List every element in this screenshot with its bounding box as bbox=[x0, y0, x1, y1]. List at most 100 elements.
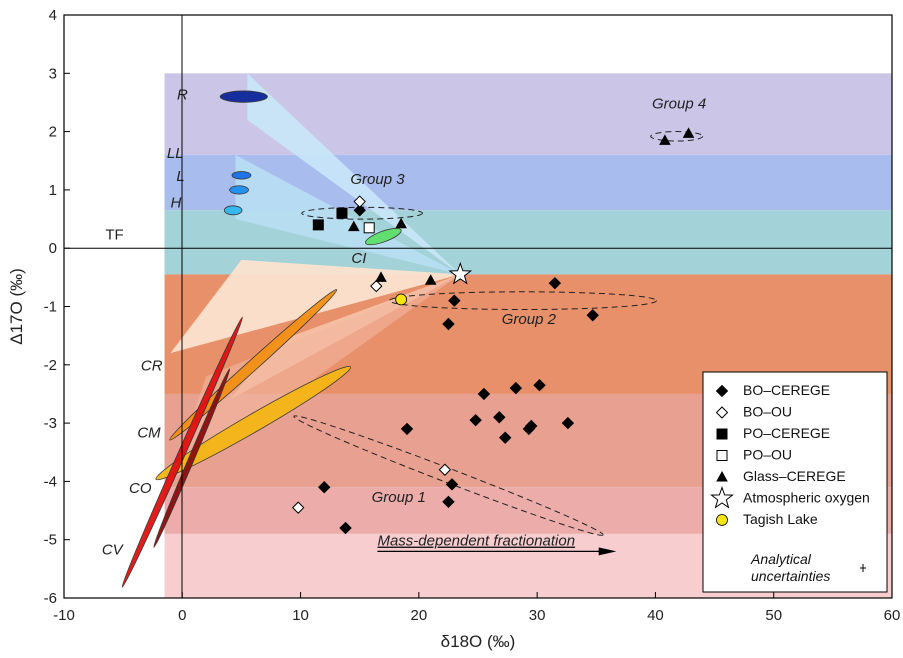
legend-marker-6 bbox=[716, 514, 728, 526]
mdf-label: Mass-dependent fractionation bbox=[377, 533, 575, 550]
point-0-7 bbox=[533, 378, 546, 392]
region-label-ci: CI bbox=[351, 250, 366, 267]
region-cr bbox=[169, 289, 338, 441]
point-4-4 bbox=[659, 134, 671, 145]
point-1-2 bbox=[438, 463, 452, 476]
x-tick-label-3: 20 bbox=[411, 607, 428, 624]
point-6-0 bbox=[395, 293, 408, 306]
point-0-6 bbox=[509, 381, 523, 395]
group-ellipse-2 bbox=[388, 291, 658, 311]
group-ellipses bbox=[293, 131, 704, 536]
point-4-0 bbox=[348, 220, 360, 232]
point-4-5 bbox=[682, 127, 695, 138]
region-label-cv: CV bbox=[102, 541, 125, 558]
legend-label-3: PO–OU bbox=[743, 447, 792, 463]
y-tick-label-2: -4 bbox=[44, 473, 57, 490]
point-0-4 bbox=[586, 309, 599, 322]
legend-marker-5 bbox=[710, 485, 734, 509]
tf-label: TF bbox=[105, 226, 123, 243]
x-tick-label-1: 0 bbox=[178, 607, 186, 624]
point-0-11 bbox=[498, 431, 512, 444]
region-h bbox=[223, 205, 243, 216]
x-tick-label-6: 50 bbox=[765, 607, 782, 624]
region-ci bbox=[365, 227, 402, 246]
plot-area bbox=[64, 73, 892, 598]
point-0-17 bbox=[442, 495, 455, 509]
legend-marker-1 bbox=[715, 406, 729, 419]
legend-label-1: BO–OU bbox=[743, 404, 792, 420]
region-l bbox=[229, 185, 249, 195]
region-label-h: H bbox=[170, 194, 181, 211]
region-r bbox=[219, 90, 268, 103]
legend-label-6: Tagish Lake bbox=[743, 511, 818, 527]
y-tick-label-3: -3 bbox=[44, 415, 57, 432]
y-tick-label-10: 4 bbox=[49, 7, 57, 24]
group-ellipse-1 bbox=[293, 415, 604, 536]
y-tick-label-6: 0 bbox=[49, 240, 57, 257]
point-0-15 bbox=[318, 481, 331, 494]
y-tick-label-9: 3 bbox=[49, 65, 57, 82]
point-3-0 bbox=[363, 222, 375, 234]
x-tick-label-0: -10 bbox=[53, 607, 75, 624]
point-0-10 bbox=[400, 422, 414, 436]
group-label-1: Group 1 bbox=[372, 489, 426, 506]
y-tick-label-4: -2 bbox=[44, 357, 57, 374]
y-axis-label: Δ17O (‰) bbox=[7, 268, 26, 345]
x-tick-label-7: 60 bbox=[884, 607, 901, 624]
legend-label-5: Atmospheric oxygen bbox=[743, 490, 870, 506]
point-0-3 bbox=[548, 276, 562, 290]
point-0-13 bbox=[522, 422, 536, 436]
region-label-l: L bbox=[176, 168, 184, 185]
group-ellipse-4 bbox=[650, 131, 704, 142]
region-label-cm: CM bbox=[137, 425, 161, 442]
group-label-4: Group 4 bbox=[652, 95, 706, 112]
x-tick-label-2: 10 bbox=[292, 607, 309, 624]
point-2-1 bbox=[336, 207, 348, 219]
fan-wedge-1 bbox=[235, 154, 461, 275]
x-tick-label-5: 40 bbox=[647, 607, 664, 624]
data-points bbox=[291, 127, 695, 535]
point-2-0 bbox=[312, 219, 324, 231]
region-co bbox=[153, 368, 231, 548]
point-1-3 bbox=[291, 501, 305, 514]
legend-label-4: Glass–CEREGE bbox=[743, 468, 846, 484]
legend-label-2: PO–CEREGE bbox=[743, 425, 830, 441]
mdf-arrow-head bbox=[598, 547, 617, 556]
legend-box bbox=[702, 371, 888, 593]
legend-marker-3 bbox=[716, 450, 728, 461]
region-label-cr: CR bbox=[141, 358, 163, 375]
point-1-1 bbox=[370, 279, 383, 293]
point-0-1 bbox=[448, 294, 461, 307]
point-0-5 bbox=[477, 387, 491, 401]
legend: BO–CEREGE BO–OU PO–CEREGE PO–OU Glass–CEREGE… bbox=[702, 371, 888, 593]
group-label-3: Group 3 bbox=[350, 171, 405, 188]
x-axis-label: δ18O (‰) bbox=[441, 632, 516, 651]
region-label-ll: LL bbox=[167, 145, 184, 162]
y-tick-label-1: -5 bbox=[44, 532, 57, 549]
point-0-16 bbox=[445, 478, 459, 491]
legend-marker-2 bbox=[716, 428, 728, 440]
point-1-0 bbox=[353, 195, 366, 208]
legend-uncertainty-label-0: Analytical bbox=[750, 551, 812, 567]
point-0-2 bbox=[442, 317, 455, 331]
region-label-co: CO bbox=[129, 480, 152, 497]
point-0-0 bbox=[353, 204, 366, 217]
fan-wedge-4 bbox=[170, 274, 461, 482]
legend-marker-4 bbox=[716, 471, 728, 482]
point-0-14 bbox=[561, 416, 575, 430]
y-tick-label-7: 1 bbox=[49, 182, 57, 199]
point-0-9 bbox=[493, 411, 506, 424]
point-4-3 bbox=[424, 274, 437, 285]
point-4-2 bbox=[375, 271, 387, 282]
y-tick-label-8: 2 bbox=[49, 124, 57, 141]
legend-uncertainty-label-1: uncertainties bbox=[751, 568, 830, 584]
y-tick-label-5: -1 bbox=[44, 299, 57, 316]
point-0-18 bbox=[339, 521, 352, 535]
point-0-8 bbox=[469, 413, 482, 427]
point-5-0 bbox=[448, 261, 473, 285]
region-cm bbox=[155, 365, 352, 481]
group-label-2: Group 2 bbox=[502, 311, 557, 328]
